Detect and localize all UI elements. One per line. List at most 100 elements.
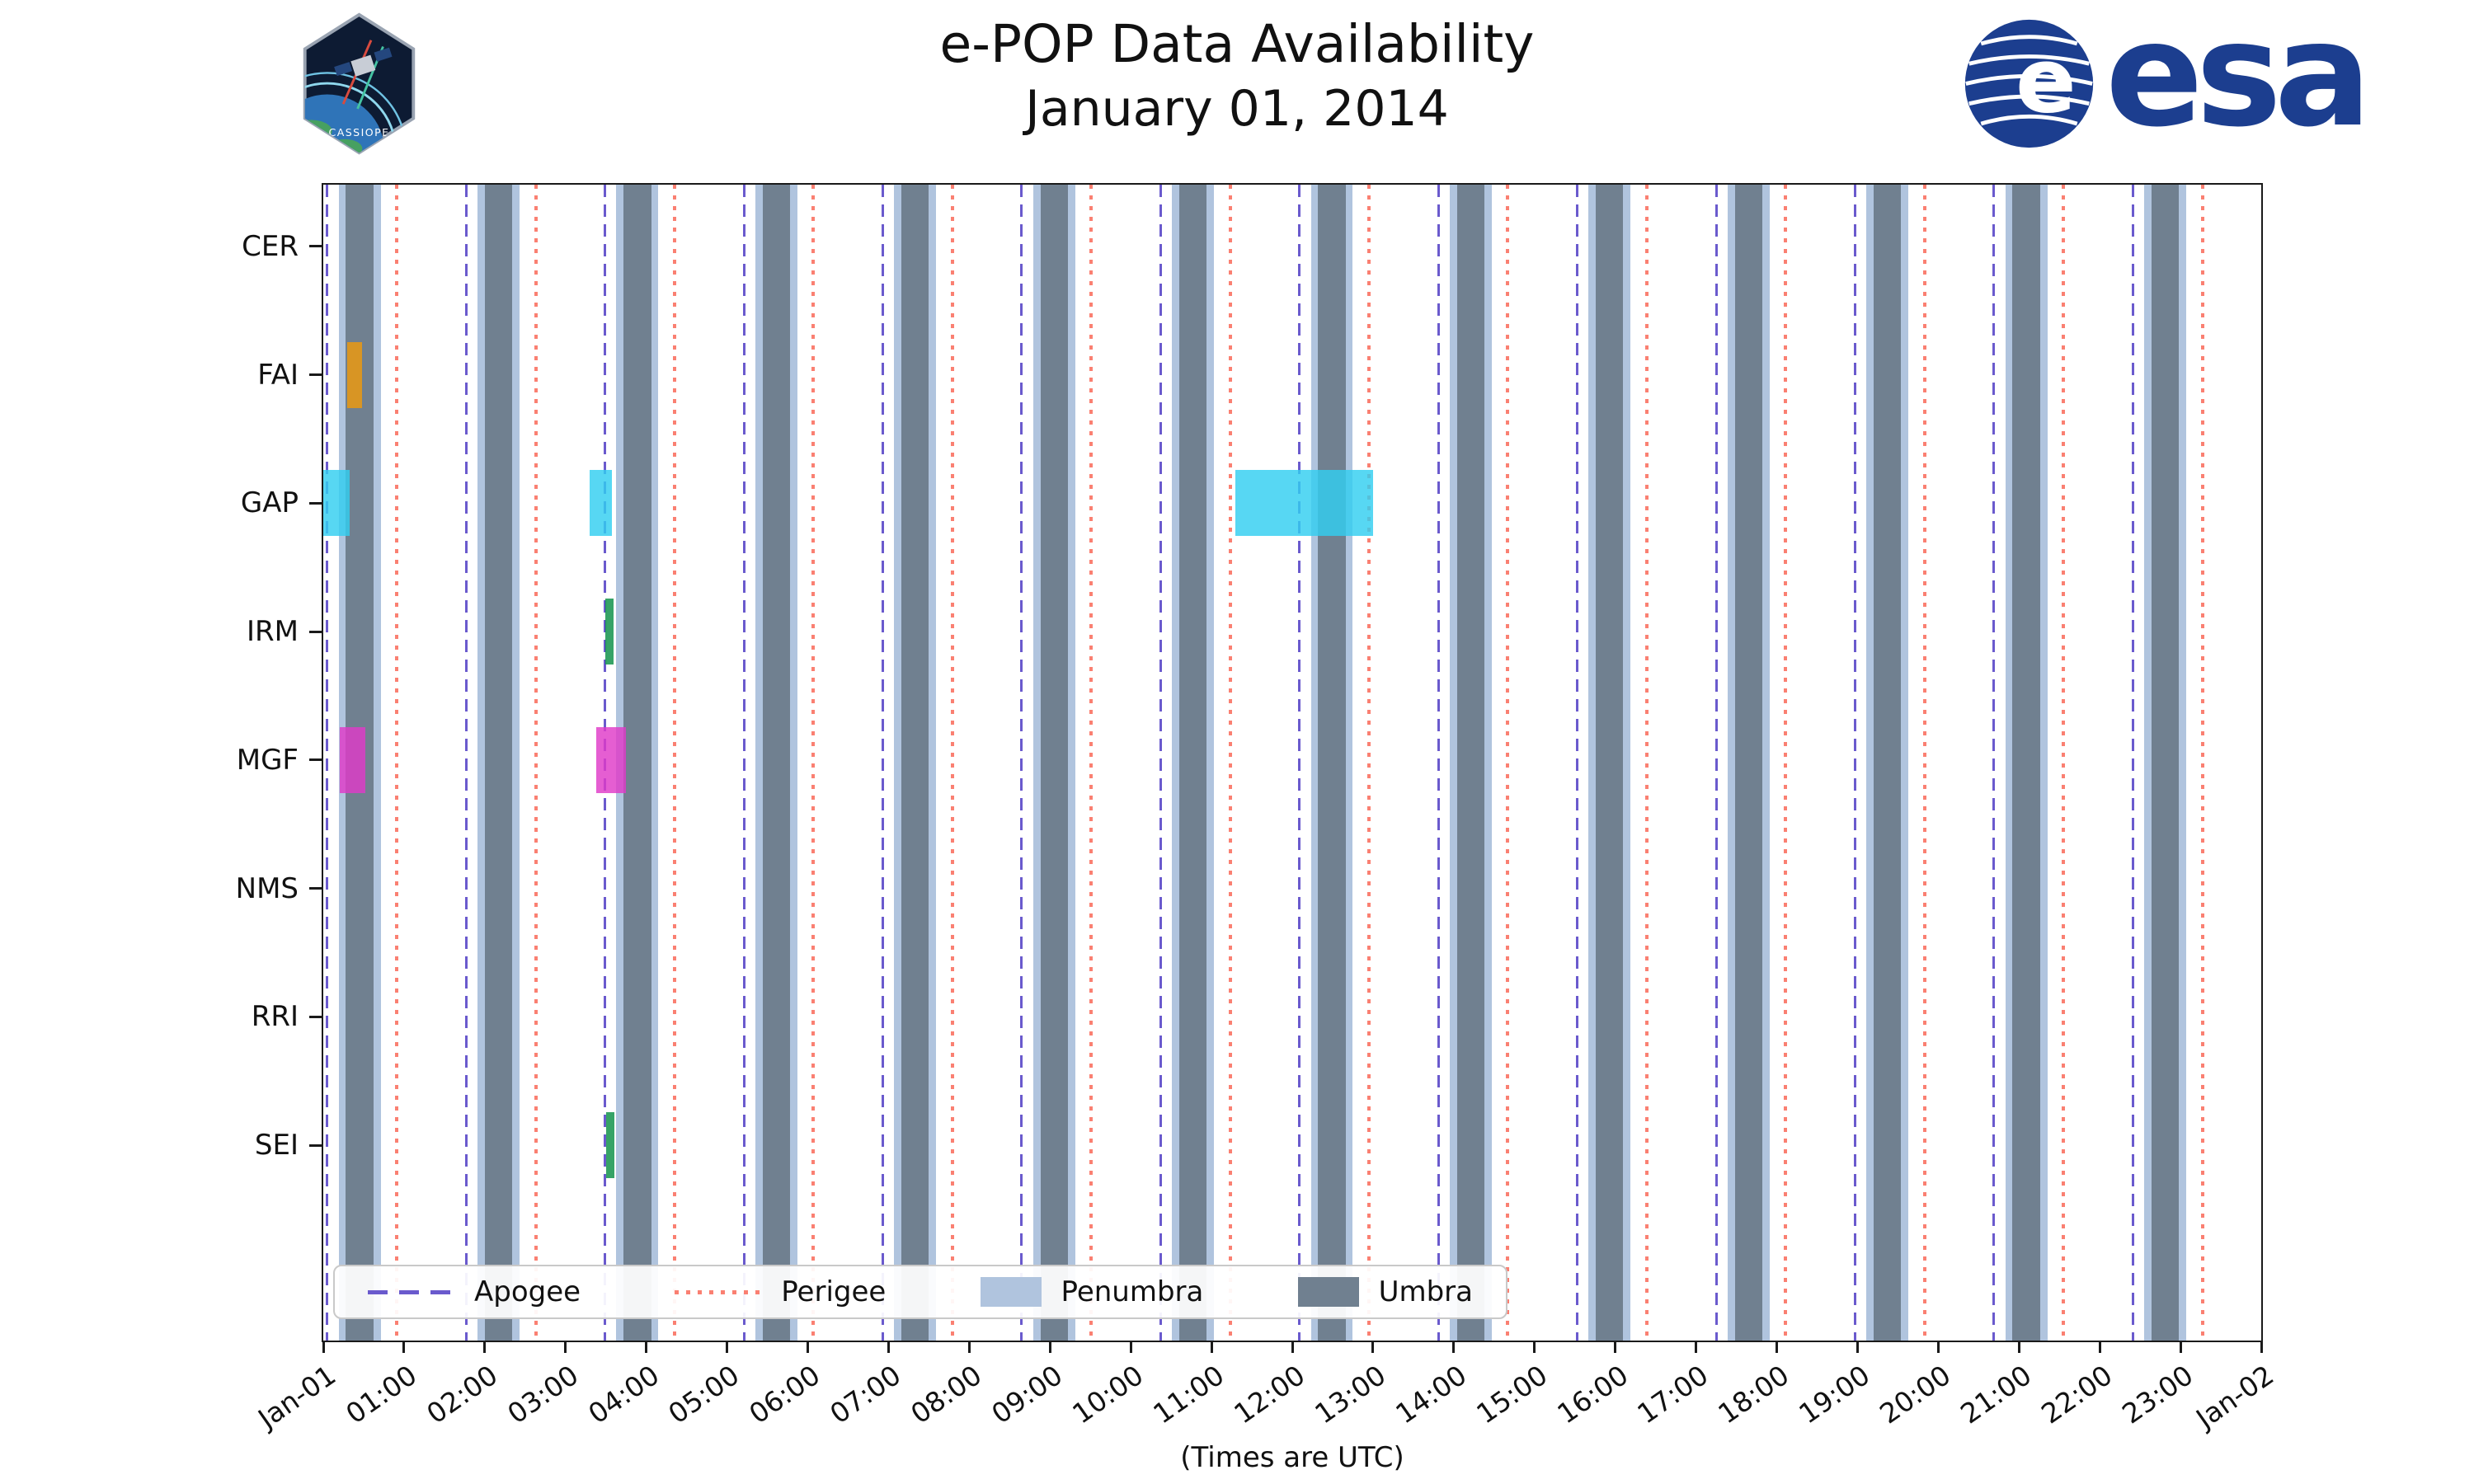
legend-item-perigee: Perigee — [675, 1275, 886, 1308]
legend-item-umbra: Umbra — [1297, 1275, 1473, 1308]
x-tick — [1695, 1341, 1698, 1353]
plot-area: CER FAI GAP IRM MGF NMS RRI SEI Jan-01 01:00 02:00… — [236, 183, 2279, 1435]
x-tick — [2017, 1341, 2020, 1353]
y-tick — [309, 758, 322, 762]
availability-bar-mgf — [595, 726, 627, 793]
esa-globe-letter: e — [2015, 28, 2077, 133]
x-tick-label-text: 05:00 — [662, 1359, 745, 1430]
x-tick-label-text: Jan-02 — [2190, 1359, 2280, 1435]
x-tick-label-text: 03:00 — [501, 1359, 585, 1430]
y-tick-label: NMS — [235, 871, 299, 905]
x-tick — [1371, 1341, 1375, 1353]
x-tick-label-text: 18:00 — [1712, 1359, 1795, 1430]
legend: Apogee Perigee Penumbra Umbra — [333, 1265, 1507, 1319]
x-tick-label-text: 23:00 — [2116, 1359, 2199, 1430]
x-tick-label-text: 15:00 — [1470, 1359, 1554, 1430]
x-tick — [1129, 1341, 1132, 1353]
perigee-line — [1784, 185, 1788, 1341]
x-tick-label-text: 04:00 — [581, 1359, 666, 1430]
esa-wordmark: esa — [2105, 0, 2372, 159]
x-tick-label-text: 11:00 — [1147, 1359, 1230, 1430]
x-tick — [1614, 1341, 1617, 1353]
x-tick-label-text: 02:00 — [420, 1359, 504, 1430]
x-tick — [726, 1341, 729, 1353]
apogee-line — [1853, 185, 1856, 1341]
apogee-line — [1020, 185, 1023, 1341]
cassiope-label: CASSIOPE — [328, 126, 389, 139]
availability-bar-sei — [605, 1112, 615, 1179]
umbra-band — [1040, 185, 1068, 1341]
umbra-band — [1318, 185, 1346, 1341]
y-tick — [309, 1015, 322, 1018]
availability-bar-fai — [347, 341, 362, 408]
apogee-line — [464, 185, 468, 1341]
y-tick-label: SEI — [254, 1129, 299, 1162]
legend-label: Perigee — [781, 1275, 887, 1308]
y-tick — [309, 373, 322, 377]
umbra-band — [2151, 185, 2180, 1341]
umbra-band — [1596, 185, 1624, 1341]
umbra-band — [901, 185, 929, 1341]
x-tick — [1856, 1341, 1859, 1353]
y-tick — [309, 501, 322, 505]
y-tick-label: RRI — [251, 1000, 299, 1034]
x-tick-label-text: 12:00 — [1228, 1359, 1311, 1430]
perigee-line — [1922, 185, 1926, 1341]
x-tick — [645, 1341, 648, 1353]
legend-label: Apogee — [474, 1275, 581, 1308]
esa-globe-icon: e — [1964, 19, 2094, 148]
umbra-band — [1456, 185, 1485, 1341]
chart-subtitle: January 01, 2014 — [1025, 79, 1449, 138]
availability-bar-gap — [323, 470, 350, 537]
availability-bar-mgf — [339, 726, 365, 793]
x-tick — [807, 1341, 809, 1353]
y-tick — [309, 1144, 322, 1147]
x-tick — [1048, 1341, 1051, 1353]
x-tick-label-text: 07:00 — [824, 1359, 907, 1430]
x-tick — [322, 1341, 325, 1353]
x-tick-label-text: 01:00 — [339, 1359, 423, 1430]
x-tick — [1452, 1341, 1456, 1353]
title-block: e-POP Data Availability January 01, 2014 — [0, 13, 2474, 139]
x-tick-label-text: 08:00 — [905, 1359, 988, 1430]
dashed-line-sample — [368, 1289, 454, 1294]
apogee-line — [742, 185, 745, 1341]
apogee-line — [882, 185, 885, 1341]
umbra-band — [2012, 185, 2040, 1341]
perigee-line — [1367, 185, 1371, 1341]
x-tick — [402, 1341, 406, 1353]
perigee-line — [534, 185, 538, 1341]
x-tick-label-text: 09:00 — [985, 1359, 1069, 1430]
x-tick-label-text: 22:00 — [2035, 1359, 2119, 1430]
x-tick — [2260, 1341, 2263, 1353]
x-tick-label-text: 06:00 — [743, 1359, 826, 1430]
y-tick — [309, 245, 322, 248]
x-tick-label-text: 10:00 — [1066, 1359, 1150, 1430]
x-tick — [2179, 1341, 2182, 1353]
x-tick — [2098, 1341, 2101, 1353]
legend-item-apogee: Apogee — [368, 1275, 581, 1308]
apogee-line — [1159, 185, 1162, 1341]
x-tick — [564, 1341, 567, 1353]
cassiope-mission-patch-icon: CASSIOPE — [303, 12, 416, 155]
y-tick-label: GAP — [240, 486, 299, 520]
apogee-line — [1576, 185, 1579, 1341]
apogee-line — [1992, 185, 1996, 1341]
x-tick — [1776, 1341, 1778, 1353]
x-tick — [887, 1341, 890, 1353]
y-tick — [309, 887, 322, 890]
umbra-band — [1874, 185, 1902, 1341]
perigee-line — [950, 185, 954, 1341]
x-axis-label: (Times are UTC) — [1180, 1441, 1404, 1474]
perigee-line — [395, 185, 399, 1341]
umbra-band — [623, 185, 651, 1341]
y-tick-label: MGF — [236, 743, 299, 777]
apogee-line — [1437, 185, 1440, 1341]
availability-bar-gap — [590, 470, 612, 537]
x-tick-label-text: 21:00 — [1954, 1359, 2038, 1430]
esa-logo: e esa — [1961, 3, 2372, 156]
x-tick-label-text: 14:00 — [1389, 1359, 1473, 1430]
legend-label: Penumbra — [1061, 1275, 1204, 1308]
perigee-line — [1228, 185, 1232, 1341]
